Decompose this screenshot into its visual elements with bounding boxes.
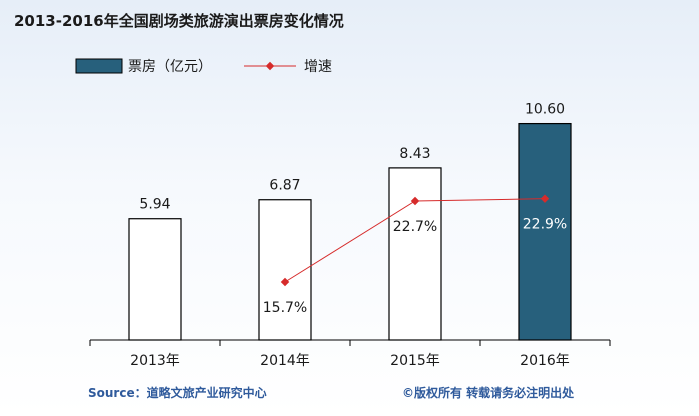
- x-tick-label: 2014年: [260, 353, 310, 369]
- growth-point: [410, 196, 420, 206]
- bar-2014年: [258, 199, 312, 341]
- growth-point: [280, 277, 290, 287]
- growth-value-label: 22.9%: [523, 217, 567, 233]
- legend-marker-growth: [265, 61, 275, 71]
- copyright-note: ©版权所有 转载请务必注明出处: [402, 386, 575, 400]
- bar-2015年: [388, 167, 442, 341]
- chart-title: 2013-2016年全国剧场类旅游演出票房变化情况: [14, 12, 344, 30]
- bar-2016年: [518, 122, 572, 341]
- bar-2013年: [128, 218, 182, 341]
- x-tick-label: 2013年: [130, 353, 180, 369]
- bar-value-label: 8.43: [399, 146, 430, 162]
- legend-label-box-office: 票房（亿元）: [128, 59, 212, 75]
- legend-swatch-box-office: [75, 58, 123, 74]
- source-note: Source：道略文旅产业研究中心: [88, 386, 267, 400]
- bar-value-label: 5.94: [139, 197, 170, 213]
- legend-label-growth: 增速: [304, 59, 332, 75]
- growth-value-label: 22.7%: [393, 219, 437, 235]
- bar-value-label: 6.87: [269, 178, 300, 194]
- bar-value-label: 10.60: [525, 102, 565, 118]
- x-tick-label: 2016年: [520, 353, 570, 369]
- x-tick-label: 2015年: [390, 353, 440, 369]
- growth-value-label: 15.7%: [263, 300, 307, 316]
